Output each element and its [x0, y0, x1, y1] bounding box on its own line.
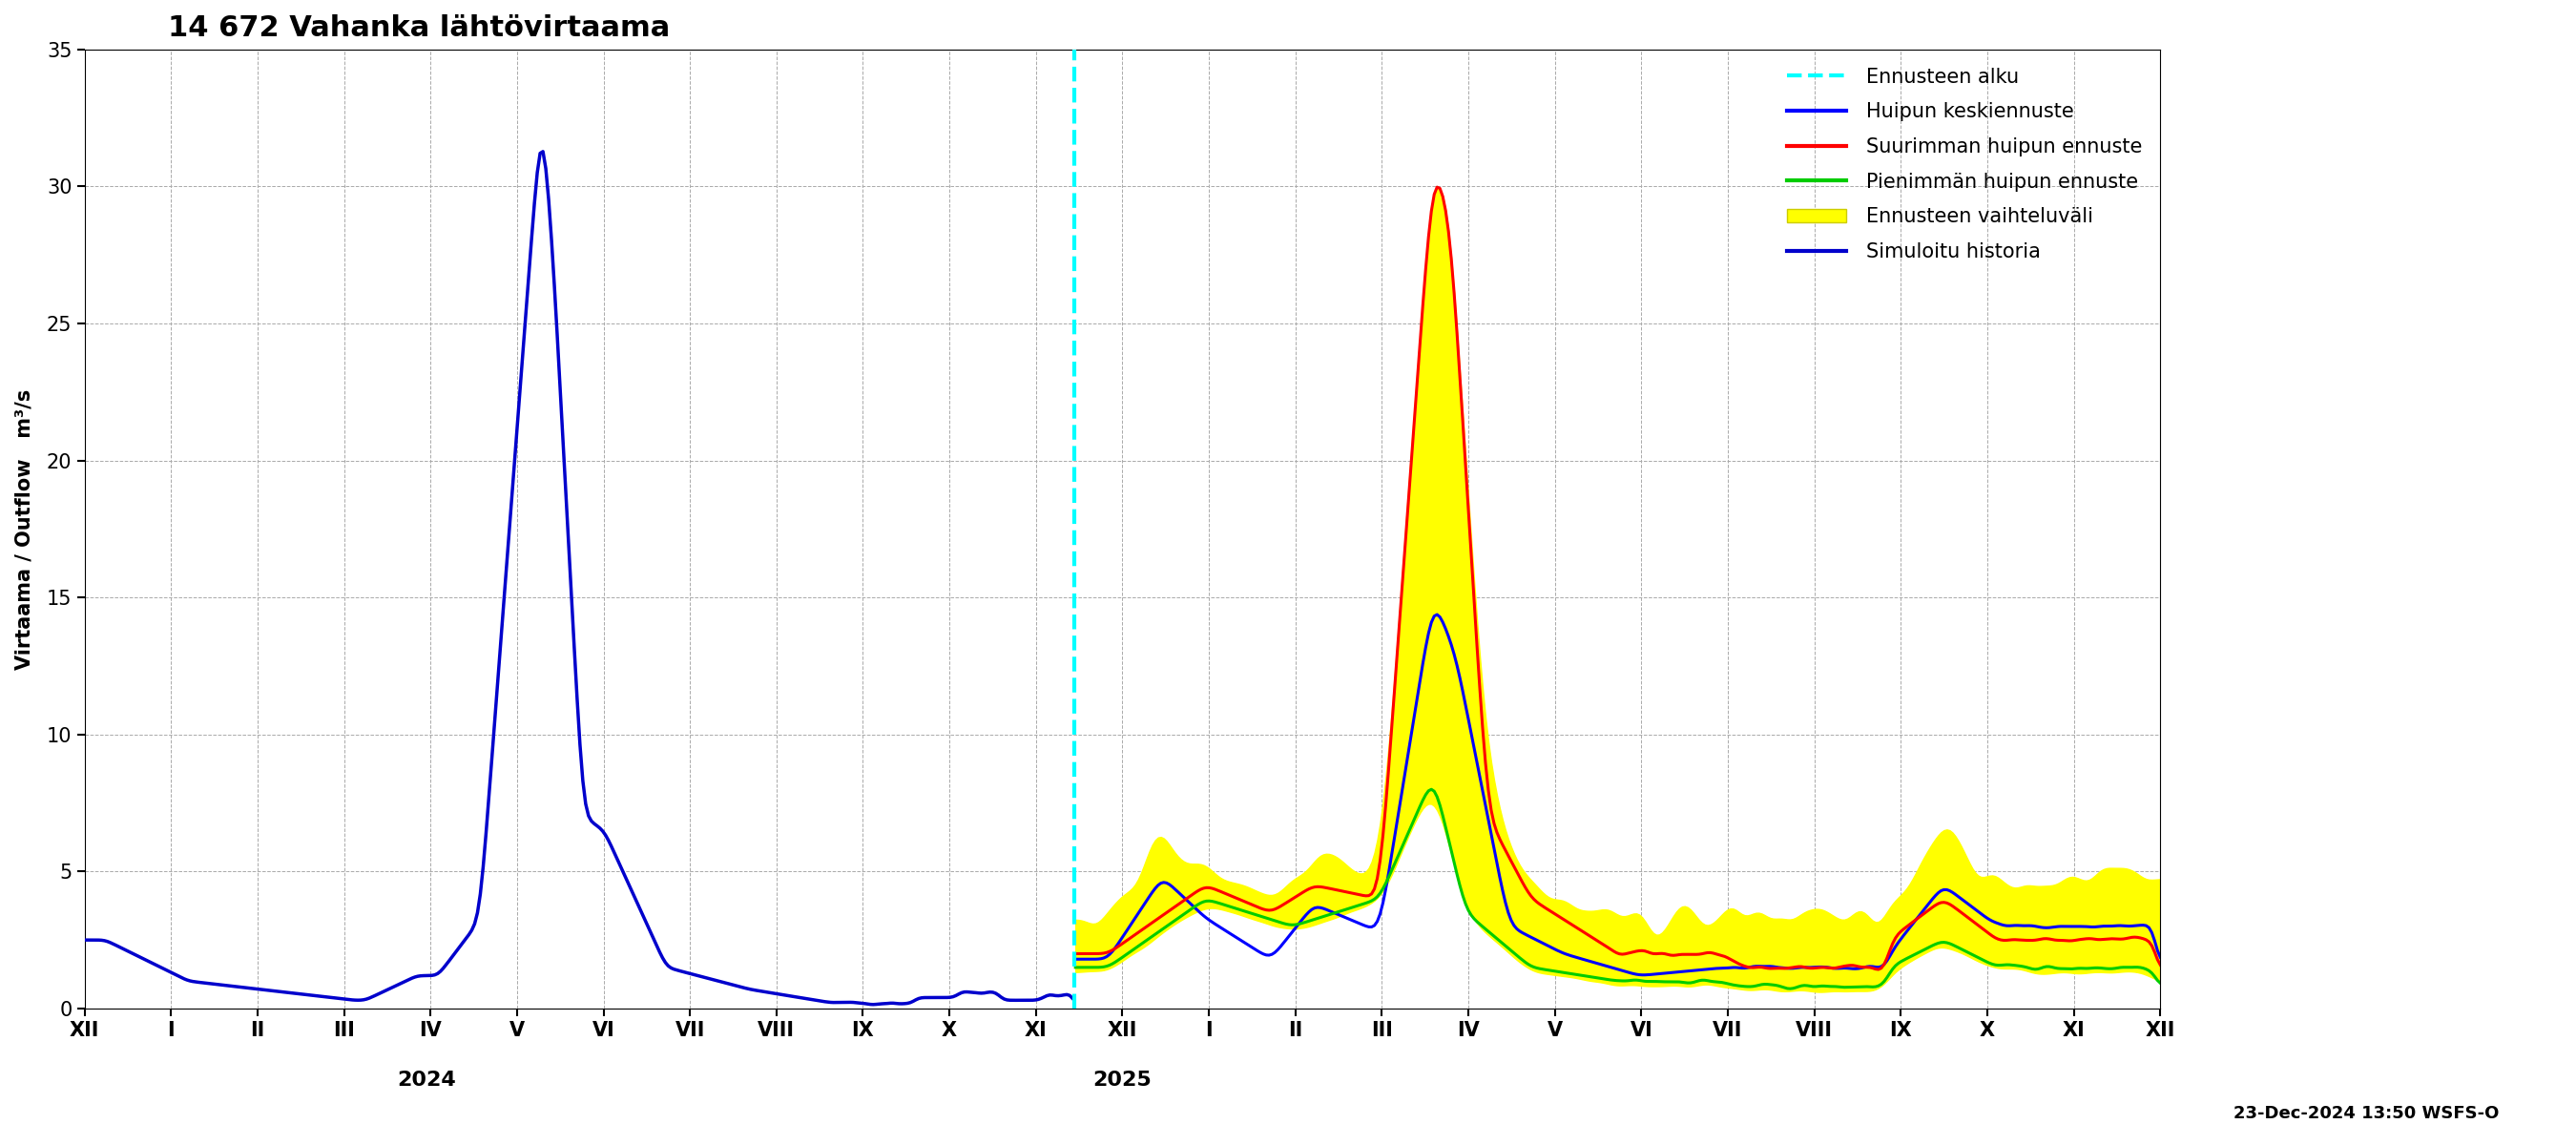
- Text: 14 672 Vahanka lähtövirtaama: 14 672 Vahanka lähtövirtaama: [167, 14, 670, 42]
- Text: 2025: 2025: [1092, 1071, 1151, 1090]
- Y-axis label: Virtaama / Outflow   m³/s: Virtaama / Outflow m³/s: [15, 388, 33, 670]
- Legend: Ennusteen alku, Huipun keskiennuste, Suurimman huipun ennuste, Pienimmän huipun : Ennusteen alku, Huipun keskiennuste, Suu…: [1780, 60, 2151, 269]
- Text: 2024: 2024: [397, 1071, 456, 1090]
- Text: 23-Dec-2024 13:50 WSFS-O: 23-Dec-2024 13:50 WSFS-O: [2233, 1105, 2499, 1122]
